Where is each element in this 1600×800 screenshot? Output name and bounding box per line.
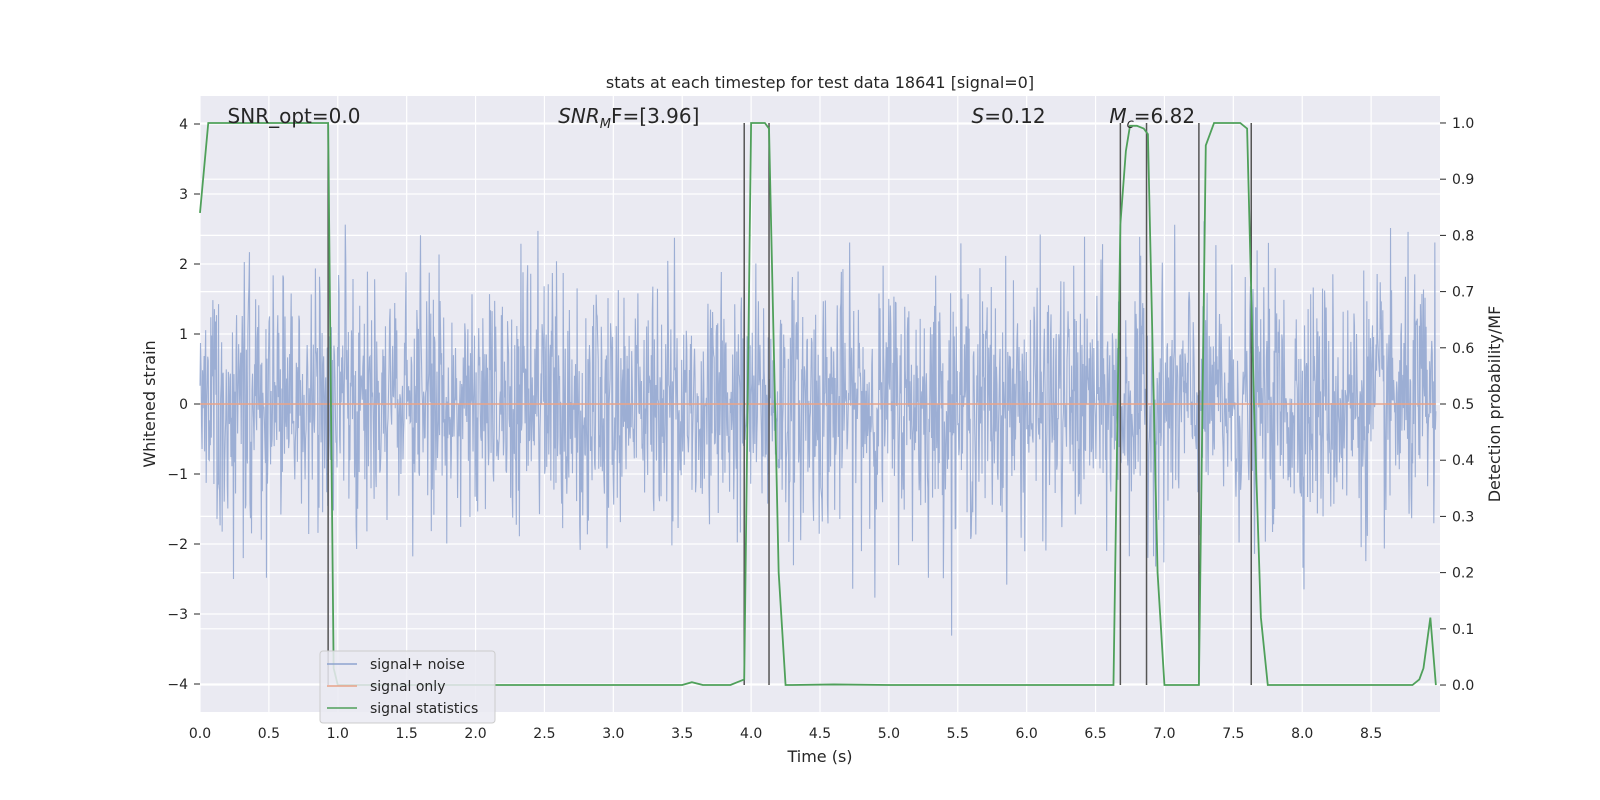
y-right-tick-label: 1.0 bbox=[1452, 116, 1474, 132]
y-right-tick-label: 0.4 bbox=[1452, 453, 1474, 469]
x-tick-label: 1.0 bbox=[327, 726, 349, 742]
y-right-tick-label: 0.0 bbox=[1452, 678, 1474, 694]
y-left-axis-label: Whitened strain bbox=[140, 340, 159, 467]
y-right-tick-label: 0.1 bbox=[1452, 622, 1474, 638]
series-signal-noise bbox=[199, 221, 1437, 636]
x-tick-label: 4.0 bbox=[740, 726, 762, 742]
legend-label-signal-noise: signal+ noise bbox=[370, 657, 465, 673]
legend-label-signal-statistics: signal statistics bbox=[370, 701, 478, 717]
x-tick-label: 2.5 bbox=[533, 726, 555, 742]
x-tick-label: 6.0 bbox=[1016, 726, 1038, 742]
y-right-tick-label: 0.5 bbox=[1452, 397, 1474, 413]
annotation-snr-mf: SNRMF=[3.96] bbox=[558, 104, 699, 132]
legend: signal+ noise signal only signal statist… bbox=[319, 650, 496, 724]
y-left-tick-label: 1 bbox=[179, 327, 188, 343]
x-tick-label: 8.0 bbox=[1291, 726, 1313, 742]
y-left-tick-label: 0 bbox=[179, 397, 188, 413]
annotations: SNR_opt=0.0 SNRMF=[3.96] S=0.12 Mc=6.82 bbox=[228, 104, 1195, 132]
x-tick-label: 5.5 bbox=[947, 726, 969, 742]
y-left-tick-label: 4 bbox=[179, 117, 188, 133]
x-tick-label: 7.5 bbox=[1222, 726, 1244, 742]
y-left-tick-label: −1 bbox=[167, 467, 188, 483]
legend-label-signal-only: signal only bbox=[370, 679, 445, 695]
y-right-tick-label: 0.8 bbox=[1452, 228, 1474, 244]
y-right-tick-label: 0.7 bbox=[1452, 285, 1474, 301]
legend-box bbox=[319, 650, 496, 724]
signal-noise-trace bbox=[199, 221, 1437, 636]
y-left-tick-label: 3 bbox=[179, 187, 188, 203]
y-right-tick-label: 0.9 bbox=[1452, 172, 1474, 188]
y-left-tick-label: −2 bbox=[167, 537, 188, 553]
x-tick-label: 6.5 bbox=[1084, 726, 1106, 742]
marker-vlines bbox=[327, 122, 1252, 686]
chart-title: stats at each timestep for test data 186… bbox=[606, 73, 1034, 92]
series-signal-statistics bbox=[199, 122, 1437, 686]
x-tick-label: 5.0 bbox=[878, 726, 900, 742]
y-right-axis-ticks: 1.0 0.9 0.8 0.7 0.6 0.5 0.4 0.3 0.2 0.1 0.0 bbox=[1440, 116, 1474, 694]
x-tick-label: 7.0 bbox=[1153, 726, 1175, 742]
x-tick-label: 3.0 bbox=[602, 726, 624, 742]
annotation-mc: Mc=6.82 bbox=[1109, 104, 1195, 132]
x-tick-label: 3.5 bbox=[671, 726, 693, 742]
y-right-axis-label: Detection probability/MF bbox=[1485, 306, 1504, 503]
x-tick-label: 8.5 bbox=[1360, 726, 1382, 742]
x-axis-ticks: 0.0 0.5 1.0 1.5 2.0 2.5 3.0 3.5 4.0 4.5 5.0 5.5 6.0 6… bbox=[189, 726, 1382, 742]
annotation-snr-opt: SNR_opt=0.0 bbox=[228, 104, 361, 128]
x-tick-label: 2.0 bbox=[464, 726, 486, 742]
y-left-tick-label: −4 bbox=[167, 677, 188, 693]
x-tick-label: 0.5 bbox=[258, 726, 280, 742]
y-right-tick-label: 0.2 bbox=[1452, 566, 1474, 582]
x-tick-label: 0.0 bbox=[189, 726, 211, 742]
x-axis-label: Time (s) bbox=[786, 747, 852, 766]
y-left-axis-ticks: 4 3 2 1 0 −1 −2 −3 −4 bbox=[167, 117, 200, 693]
y-left-tick-label: −3 bbox=[167, 607, 188, 623]
y-left-tick-label: 2 bbox=[179, 257, 188, 273]
y-right-tick-label: 0.3 bbox=[1452, 509, 1474, 525]
x-tick-label: 4.5 bbox=[809, 726, 831, 742]
signal-statistics-line bbox=[199, 122, 1437, 686]
annotation-s-stat: S=0.12 bbox=[972, 104, 1046, 128]
x-tick-label: 1.5 bbox=[396, 726, 418, 742]
y-right-tick-label: 0.6 bbox=[1452, 341, 1474, 357]
